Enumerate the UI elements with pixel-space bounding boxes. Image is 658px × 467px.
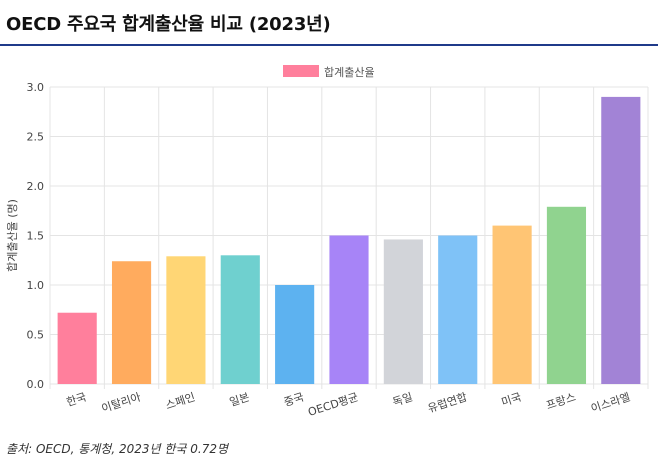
y-tick-label: 2.5 (27, 131, 45, 144)
source-note: 출처: OECD, 통계청, 2023년 한국 0.72명 (6, 442, 229, 456)
y-axis-label: 합계출산율 (명) (6, 199, 19, 272)
legend-label: 합계출산율 (324, 66, 375, 79)
bar[interactable] (546, 206, 587, 384)
bar-chart: 합계출산율 합계출산율 (명) 0.0 0.5 1.0 1.5 2.0 2.5 3.0 한국… (6, 65, 649, 419)
bar[interactable] (275, 285, 315, 384)
bar[interactable] (57, 312, 97, 384)
y-tick-label: 2.0 (27, 180, 45, 193)
x-axis-ticks: 한국 이탈리아 스페인 일본 중국 OECD평균 독일 유럽연합 미국 프랑스 이스라엘 (65, 390, 632, 419)
x-tick-label: 유럽연합 (426, 390, 469, 416)
x-tick-label: 이스라엘 (589, 390, 632, 415)
x-tick-label: 스페인 (164, 390, 197, 412)
x-tick-label: 일본 (228, 390, 252, 410)
x-tick-label: OECD평균 (306, 390, 359, 418)
bar[interactable] (166, 256, 206, 384)
bar[interactable] (438, 235, 478, 385)
x-tick-label: 독일 (391, 390, 415, 410)
x-tick-label: 프랑스 (544, 390, 577, 412)
x-tick-label: 미국 (500, 390, 523, 409)
y-tick-label: 1.0 (27, 279, 45, 292)
x-tick-label: 이탈리아 (100, 390, 143, 415)
bar[interactable] (601, 96, 641, 385)
chart-title: OECD 주요국 합계출산율 비교 (2023년) (6, 14, 331, 35)
bar[interactable] (492, 225, 532, 384)
chart-legend[interactable]: 합계출산율 (283, 65, 375, 79)
bar[interactable] (111, 261, 152, 384)
x-tick-label: 중국 (282, 390, 305, 409)
x-tick-label: 한국 (65, 390, 88, 409)
bar[interactable] (329, 235, 369, 385)
bars (57, 96, 641, 385)
y-tick-label: 0.5 (27, 329, 45, 342)
y-tick-label: 3.0 (27, 81, 45, 94)
bar[interactable] (383, 239, 423, 384)
y-axis-ticks: 0.0 0.5 1.0 1.5 2.0 2.5 3.0 (27, 81, 45, 391)
y-tick-label: 1.5 (27, 230, 45, 243)
grid-lines (49, 86, 649, 389)
legend-swatch (283, 65, 319, 77)
bar[interactable] (220, 255, 260, 384)
y-tick-label: 0.0 (27, 378, 45, 391)
title-divider (0, 44, 658, 46)
